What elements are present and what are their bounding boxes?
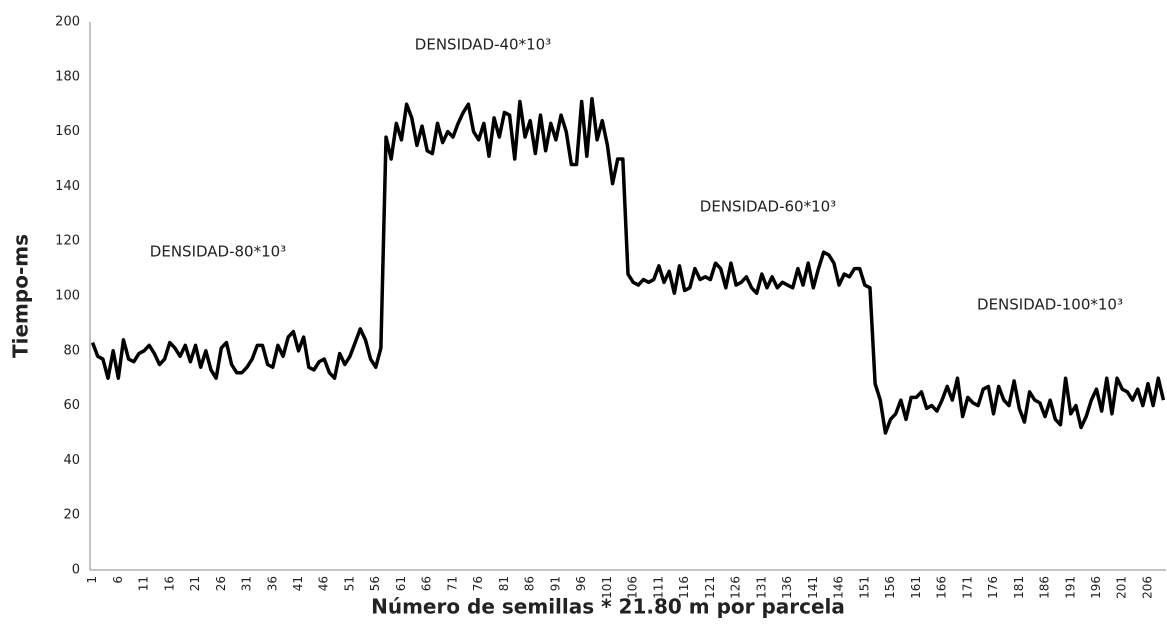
y-axis-title: Tiempo-ms (9, 234, 33, 358)
x-tick-label: 206 (1140, 576, 1154, 599)
x-tick-label: 196 (1089, 576, 1103, 599)
x-tick-label: 31 (240, 576, 254, 591)
x-tick-label: 86 (523, 576, 537, 591)
x-tick-label: 66 (420, 576, 434, 591)
x-tick-label: 141 (806, 576, 820, 599)
x-tick-label: 26 (214, 576, 228, 591)
y-tick-label: 0 (72, 563, 80, 578)
x-tick-label: 156 (883, 576, 897, 599)
x-tick-label: 16 (162, 576, 176, 591)
x-tick-label: 46 (317, 576, 331, 591)
y-tick-label: 20 (63, 508, 80, 523)
x-tick-label: 116 (677, 576, 691, 599)
y-tick-label: 160 (55, 124, 80, 139)
y-tick-label: 40 (63, 453, 80, 468)
x-tick-label: 181 (1012, 576, 1026, 599)
x-tick-label: 176 (986, 576, 1000, 599)
x-tick-label: 71 (445, 576, 459, 591)
y-tick-label: 200 (55, 15, 80, 30)
x-tick-label: 56 (368, 576, 382, 591)
x-tick-label: 131 (754, 576, 768, 599)
y-tick-label: 140 (55, 179, 80, 194)
x-tick-label: 91 (548, 576, 562, 591)
x-tick-label: 36 (265, 576, 279, 591)
y-tick-label: 60 (63, 398, 80, 413)
x-tick-label: 126 (729, 576, 743, 599)
x-tick-label: 96 (574, 576, 588, 591)
x-tick-label: 1 (85, 576, 99, 584)
x-tick-label: 121 (703, 576, 717, 599)
x-tick-label: 61 (394, 576, 408, 591)
x-tick-label: 111 (651, 576, 665, 599)
x-tick-label: 81 (497, 576, 511, 591)
x-tick-label: 41 (291, 576, 305, 591)
x-tick-label: 76 (471, 576, 485, 591)
x-tick-label: 161 (909, 576, 923, 599)
x-tick-label: 171 (960, 576, 974, 599)
x-tick-label: 136 (780, 576, 794, 599)
x-tick-label: 191 (1063, 576, 1077, 599)
data-line (90, 96, 1166, 435)
x-tick-label: 101 (600, 576, 614, 599)
x-tick-label: 6 (111, 576, 125, 584)
y-tick-label: 180 (55, 69, 80, 84)
y-tick-label: 100 (55, 289, 80, 304)
x-tick-label: 201 (1115, 576, 1129, 599)
y-tick-label: 120 (55, 234, 80, 249)
x-tick-label: 146 (832, 576, 846, 599)
x-tick-label: 106 (626, 576, 640, 599)
y-tick-label: 80 (63, 343, 80, 358)
x-tick-label: 151 (857, 576, 871, 599)
x-axis-title: Número de semillas * 21.80 m por parcela (371, 595, 845, 619)
annotation: DENSIDAD-40*10³ (415, 36, 551, 54)
x-tick-label: 166 (935, 576, 949, 599)
x-tick-label: 11 (137, 576, 151, 591)
x-tick-label: 186 (1038, 576, 1052, 599)
annotation: DENSIDAD-100*10³ (977, 296, 1123, 314)
annotation: DENSIDAD-80*10³ (150, 243, 286, 261)
x-tick-label: 51 (342, 576, 356, 591)
x-tick-label: 21 (188, 576, 202, 591)
annotation: DENSIDAD-60*10³ (700, 198, 836, 216)
